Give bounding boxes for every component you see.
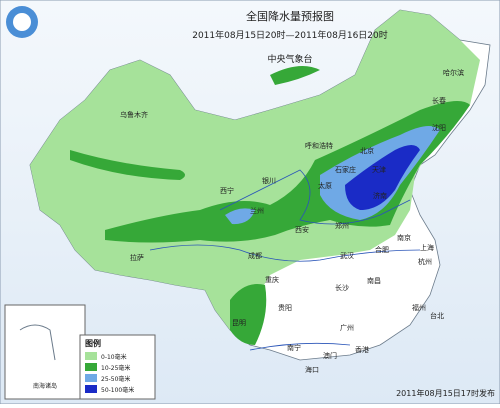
- city-label: 长沙: [335, 283, 349, 292]
- city-label: 上海: [420, 243, 434, 252]
- inset-box: [4, 304, 86, 400]
- city-label: 武汉: [340, 251, 354, 260]
- city-label: 杭州: [418, 257, 432, 266]
- city-label: 广州: [340, 323, 354, 332]
- city-label: 南京: [397, 233, 411, 242]
- city-label: 银川: [262, 176, 276, 185]
- legend-title: 图例: [85, 338, 101, 348]
- city-label: 西安: [295, 225, 309, 234]
- city-label: 太原: [318, 181, 332, 190]
- city-label: 济南: [373, 191, 387, 200]
- title: 全国降水量预报图: [246, 9, 334, 23]
- legend-swatch: [85, 363, 97, 371]
- legend-label: 0-10毫米: [101, 353, 127, 361]
- issuer: 中央气象台: [267, 53, 312, 65]
- inset-coast: [19, 324, 56, 361]
- city-label: 北京: [360, 146, 374, 155]
- inset-label: 南海诸岛: [33, 382, 57, 390]
- city-label: 重庆: [265, 275, 279, 284]
- city-label: 长春: [432, 96, 446, 105]
- city-label: 兰州: [250, 206, 264, 215]
- city-label: 呼和浩特: [305, 141, 333, 150]
- city-label: 南宁: [287, 343, 301, 352]
- city-label: 台北: [430, 311, 444, 320]
- city-label: 贵阳: [278, 303, 292, 312]
- issued-time: 2011年08月15日17时发布: [396, 388, 495, 398]
- city-label: 天津: [372, 166, 386, 174]
- city-label: 合肥: [375, 245, 389, 254]
- rain-10-25: [70, 66, 470, 345]
- city-label: 福州: [412, 303, 426, 312]
- city-label: 成都: [248, 251, 262, 260]
- city-label: 石家庄: [335, 165, 356, 174]
- city-label: 南昌: [367, 276, 381, 285]
- rain-0-10: [30, 10, 480, 340]
- rain-50-100: [345, 145, 420, 210]
- city-label: 海口: [305, 365, 319, 374]
- city-label: 拉萨: [130, 253, 144, 262]
- logo-inner: [13, 13, 31, 31]
- city-label: 昆明: [232, 319, 246, 327]
- city-label: 西宁: [220, 186, 234, 195]
- legend-swatch: [85, 352, 97, 360]
- city-label: 澳门: [323, 351, 337, 360]
- legend-swatch: [85, 385, 97, 393]
- city-label: 乌鲁木齐: [120, 110, 148, 119]
- legend-label: 10-25毫米: [101, 364, 130, 372]
- city-label: 哈尔滨: [443, 68, 464, 77]
- city-label: 郑州: [335, 222, 349, 230]
- legend-label: 50-100毫米: [101, 386, 134, 394]
- legend-items: 0-10毫米 10-25毫米 25-50毫米 50-100毫米: [85, 352, 134, 394]
- city-label: 沈阳: [432, 123, 446, 132]
- city-label: 香港: [355, 345, 369, 354]
- legend-swatch: [85, 374, 97, 382]
- period: 2011年08月15日20时—2011年08月16日20时: [192, 29, 388, 41]
- legend-label: 25-50毫米: [101, 375, 130, 383]
- rivers: [149, 169, 421, 351]
